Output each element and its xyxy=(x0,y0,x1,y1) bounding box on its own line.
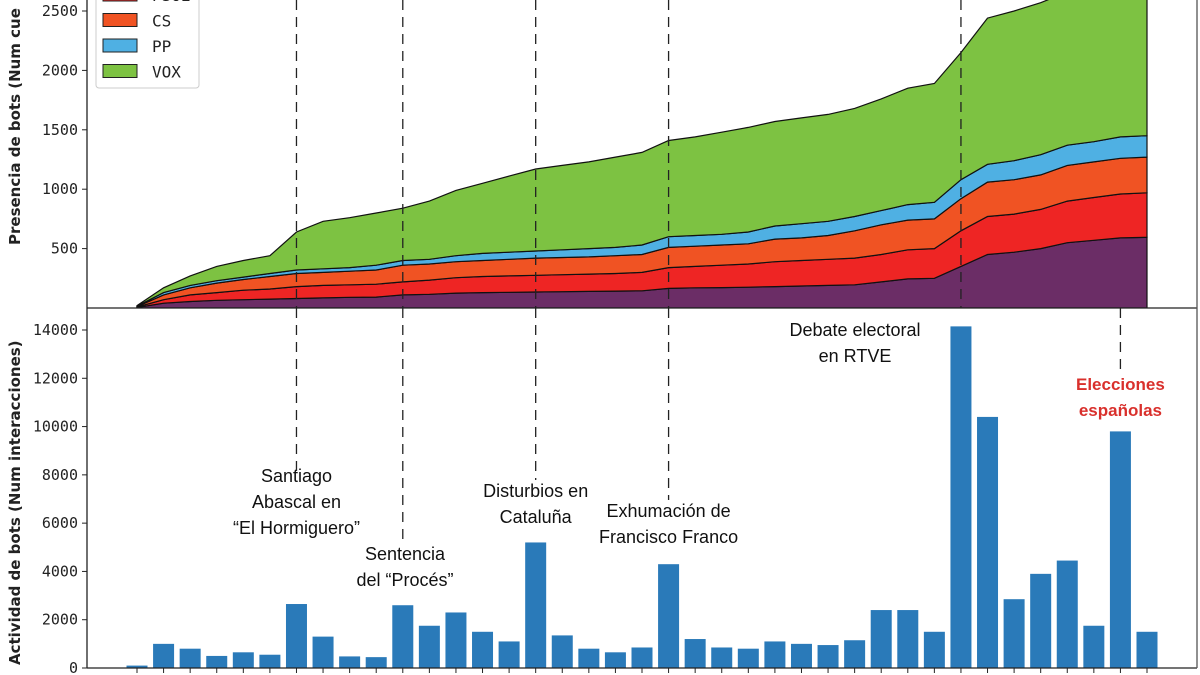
activity-bar xyxy=(445,612,467,668)
activity-bar xyxy=(259,654,281,668)
activity-bar xyxy=(365,657,387,668)
activity-bar xyxy=(578,648,600,668)
activity-bar xyxy=(312,636,334,668)
legend-label: PSOE xyxy=(152,0,191,5)
activity-bar xyxy=(897,610,919,668)
event-annotation: Santiago xyxy=(261,466,332,486)
event-annotation: en RTVE xyxy=(819,346,892,366)
event-annotation: del “Procés” xyxy=(356,570,453,590)
activity-bar xyxy=(844,640,866,668)
activity-bar xyxy=(684,639,706,668)
y-tick-label: 1000 xyxy=(42,180,78,198)
y-tick-label: 0 xyxy=(69,659,78,675)
activity-bar xyxy=(1003,599,1025,668)
activity-bar xyxy=(658,564,680,668)
activity-bar xyxy=(206,655,228,668)
activity-bar xyxy=(764,641,786,668)
activity-bar xyxy=(126,665,148,668)
activity-bar xyxy=(1030,573,1052,668)
activity-bar xyxy=(153,643,175,668)
legend: PSOE CS PP VOX xyxy=(95,0,200,89)
event-annotation: Elecciones xyxy=(1076,375,1165,394)
legend-swatch xyxy=(102,13,138,27)
event-annotation: Francisco Franco xyxy=(599,527,738,547)
legend-label: CS xyxy=(152,12,171,31)
event-annotation: Abascal en xyxy=(252,492,341,512)
activity-bar xyxy=(870,610,892,668)
activity-bar xyxy=(285,604,307,668)
bot-activity-bar-panel: 0 2000 4000 6000 8000 10000 12000 14000 Santiago… xyxy=(33,308,1165,675)
y-tick-label: 14000 xyxy=(33,321,78,339)
activity-bar xyxy=(737,648,759,668)
activity-bar xyxy=(1136,631,1158,668)
event-annotation: Cataluña xyxy=(500,507,573,527)
legend-label: VOX xyxy=(152,63,181,82)
activity-bar xyxy=(1109,431,1131,668)
activity-bar xyxy=(525,542,547,668)
activity-bar xyxy=(923,631,945,668)
y-tick-label: 500 xyxy=(51,240,78,258)
y-tick-label: 2000 xyxy=(42,611,78,629)
top-y-axis-label: Presencia de bots (Num cue xyxy=(6,8,24,245)
activity-bar xyxy=(790,643,812,668)
event-annotation: Debate electoral xyxy=(789,320,920,340)
event-annotation: Exhumación de xyxy=(607,501,731,521)
event-annotation: “El Hormiguero” xyxy=(233,518,360,538)
y-tick-label: 6000 xyxy=(42,514,78,532)
activity-bar xyxy=(817,645,839,668)
legend-swatch xyxy=(102,64,138,78)
activity-bar xyxy=(418,625,440,668)
activity-bar xyxy=(604,652,626,668)
activity-bar xyxy=(339,656,361,668)
y-tick-label: 8000 xyxy=(42,466,78,484)
activity-bar xyxy=(179,648,201,668)
bot-presence-area-panel: 500 1000 1500 2000 2500 xyxy=(42,0,1148,308)
area-series-vox xyxy=(136,0,1148,308)
bottom-y-axis-label: Actividad de bots (Num interacciones) xyxy=(6,340,24,665)
activity-bar xyxy=(498,641,520,668)
event-annotation: Disturbios en xyxy=(483,481,588,501)
y-tick-label: 4000 xyxy=(42,562,78,580)
activity-bar xyxy=(551,635,573,668)
y-tick-label: 10000 xyxy=(33,418,78,436)
activity-bar xyxy=(232,652,254,668)
y-tick-label: 12000 xyxy=(33,369,78,387)
activity-bar xyxy=(631,647,653,668)
legend-swatch xyxy=(102,0,138,2)
y-tick-label: 2000 xyxy=(42,61,78,79)
activity-bar xyxy=(392,605,414,668)
y-tick-label: 2500 xyxy=(42,2,78,20)
legend-label: PP xyxy=(152,37,171,56)
activity-bar xyxy=(950,326,972,668)
activity-bar xyxy=(977,416,999,668)
axes-frame xyxy=(86,0,1198,669)
event-annotation: españolas xyxy=(1079,401,1162,420)
event-annotation: Sentencia xyxy=(365,544,446,564)
activity-bar xyxy=(711,647,733,668)
activity-bar xyxy=(1056,560,1078,668)
activity-bar xyxy=(472,631,494,668)
legend-swatch xyxy=(102,38,138,53)
activity-bar xyxy=(1083,625,1105,668)
y-tick-label: 1500 xyxy=(42,121,78,139)
